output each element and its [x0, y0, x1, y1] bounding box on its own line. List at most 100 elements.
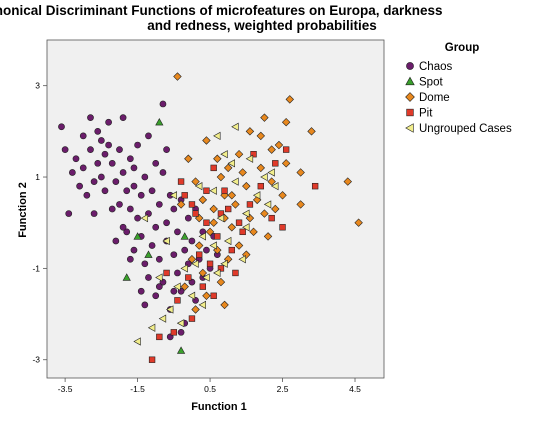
point-chaos [72, 155, 80, 163]
point-ungrouped-cases [194, 182, 203, 191]
point-chaos [105, 141, 112, 149]
legend-marker-spot [405, 76, 415, 86]
point-pit [170, 329, 178, 336]
point-chaos [61, 146, 69, 153]
point-pit [311, 182, 319, 190]
point-chaos [159, 169, 167, 176]
x-tick-label: 0.5 [204, 384, 216, 394]
point-chaos [97, 137, 105, 144]
point-chaos [130, 246, 138, 254]
point-chaos [152, 292, 160, 300]
point-chaos [58, 123, 65, 131]
point-pit [246, 201, 254, 208]
point-chaos [174, 228, 181, 236]
legend-marker-dome [405, 92, 415, 102]
point-chaos [170, 251, 178, 259]
point-dome [354, 218, 363, 227]
point-pit [268, 214, 275, 222]
point-dome [194, 241, 204, 250]
point-chaos [177, 328, 185, 336]
point-pit [210, 292, 217, 299]
point-spot [180, 232, 189, 240]
point-chaos [87, 114, 94, 122]
point-pit [232, 269, 239, 277]
point-dome [245, 127, 255, 136]
point-ungrouped-cases [198, 300, 206, 310]
point-chaos [116, 201, 123, 208]
point-pit [188, 315, 196, 322]
point-chaos [97, 173, 105, 181]
y-tick-label: 3 [35, 81, 40, 91]
point-chaos [184, 214, 192, 222]
y-axis-label: Function 2 [17, 182, 29, 238]
point-dome [263, 232, 273, 241]
point-chaos [76, 182, 83, 190]
point-ungrouped-cases [209, 186, 217, 195]
point-chaos [155, 255, 163, 263]
point-dome [227, 223, 237, 232]
point-ungrouped-cases [260, 172, 268, 182]
point-chaos [152, 159, 160, 167]
point-chaos [181, 246, 189, 254]
point-ungrouped-cases [223, 236, 232, 246]
point-chaos [170, 205, 178, 213]
legend-marker-pit [406, 108, 414, 117]
point-ungrouped-cases [220, 150, 228, 159]
point-ungrouped-cases [191, 259, 199, 268]
point-dome [223, 163, 233, 173]
point-dome [209, 204, 218, 214]
point-chaos [119, 114, 127, 122]
point-dome [184, 154, 193, 163]
point-dome [191, 305, 200, 314]
point-ungrouped-cases [238, 255, 246, 264]
point-chaos [148, 242, 156, 249]
point-dome [227, 191, 237, 200]
point-pit [196, 251, 203, 258]
point-pit [206, 260, 214, 267]
point-dome [176, 200, 186, 209]
x-axis: -3.5 -1.5 0.5 2.5 4.5 [58, 378, 361, 394]
legend-title: Group [445, 42, 480, 54]
point-ungrouped-cases [209, 241, 217, 250]
y-tick-label: -1 [32, 263, 40, 273]
chart-title-line1: Canonical Discriminant Functions of micr… [0, 3, 443, 18]
legend-label: Chaos [419, 61, 452, 73]
point-chaos [119, 169, 127, 176]
point-ungrouped-cases [242, 223, 250, 232]
point-chaos [137, 287, 145, 295]
point-dome [267, 177, 276, 186]
point-chaos [152, 223, 160, 231]
legend: Group Chaos Spot Dome Pit Ungrouped Cases [405, 42, 512, 135]
point-pit [192, 210, 199, 217]
point-dome [281, 118, 291, 127]
point-chaos [170, 287, 178, 295]
point-ungrouped-cases [173, 282, 181, 291]
point-spot [133, 232, 142, 240]
point-spot [155, 117, 164, 126]
point-pit [210, 164, 217, 172]
point-pit [228, 246, 235, 254]
point-chaos [90, 210, 98, 217]
x-tick-label: 4.5 [349, 384, 361, 394]
point-pit [235, 219, 243, 226]
point-dome [209, 218, 218, 227]
point-chaos [112, 237, 120, 245]
point-ungrouped-cases [140, 214, 149, 223]
point-ungrouped-cases [220, 259, 228, 268]
point-pit [181, 192, 188, 199]
x-tick-label: 2.5 [277, 384, 289, 394]
point-chaos [126, 255, 134, 263]
point-pit [279, 224, 286, 231]
x-tick-label: -1.5 [130, 384, 145, 394]
point-pit [163, 269, 170, 277]
point-chaos [65, 210, 73, 217]
point-ungrouped-cases [231, 177, 239, 186]
point-ungrouped-cases [231, 122, 239, 131]
point-chaos [87, 146, 94, 153]
point-dome [198, 268, 208, 278]
legend-label: Dome [419, 92, 450, 104]
point-pit [188, 201, 196, 208]
point-chaos [119, 223, 127, 231]
point-ungrouped-cases [155, 273, 163, 282]
point-chaos [141, 301, 149, 309]
